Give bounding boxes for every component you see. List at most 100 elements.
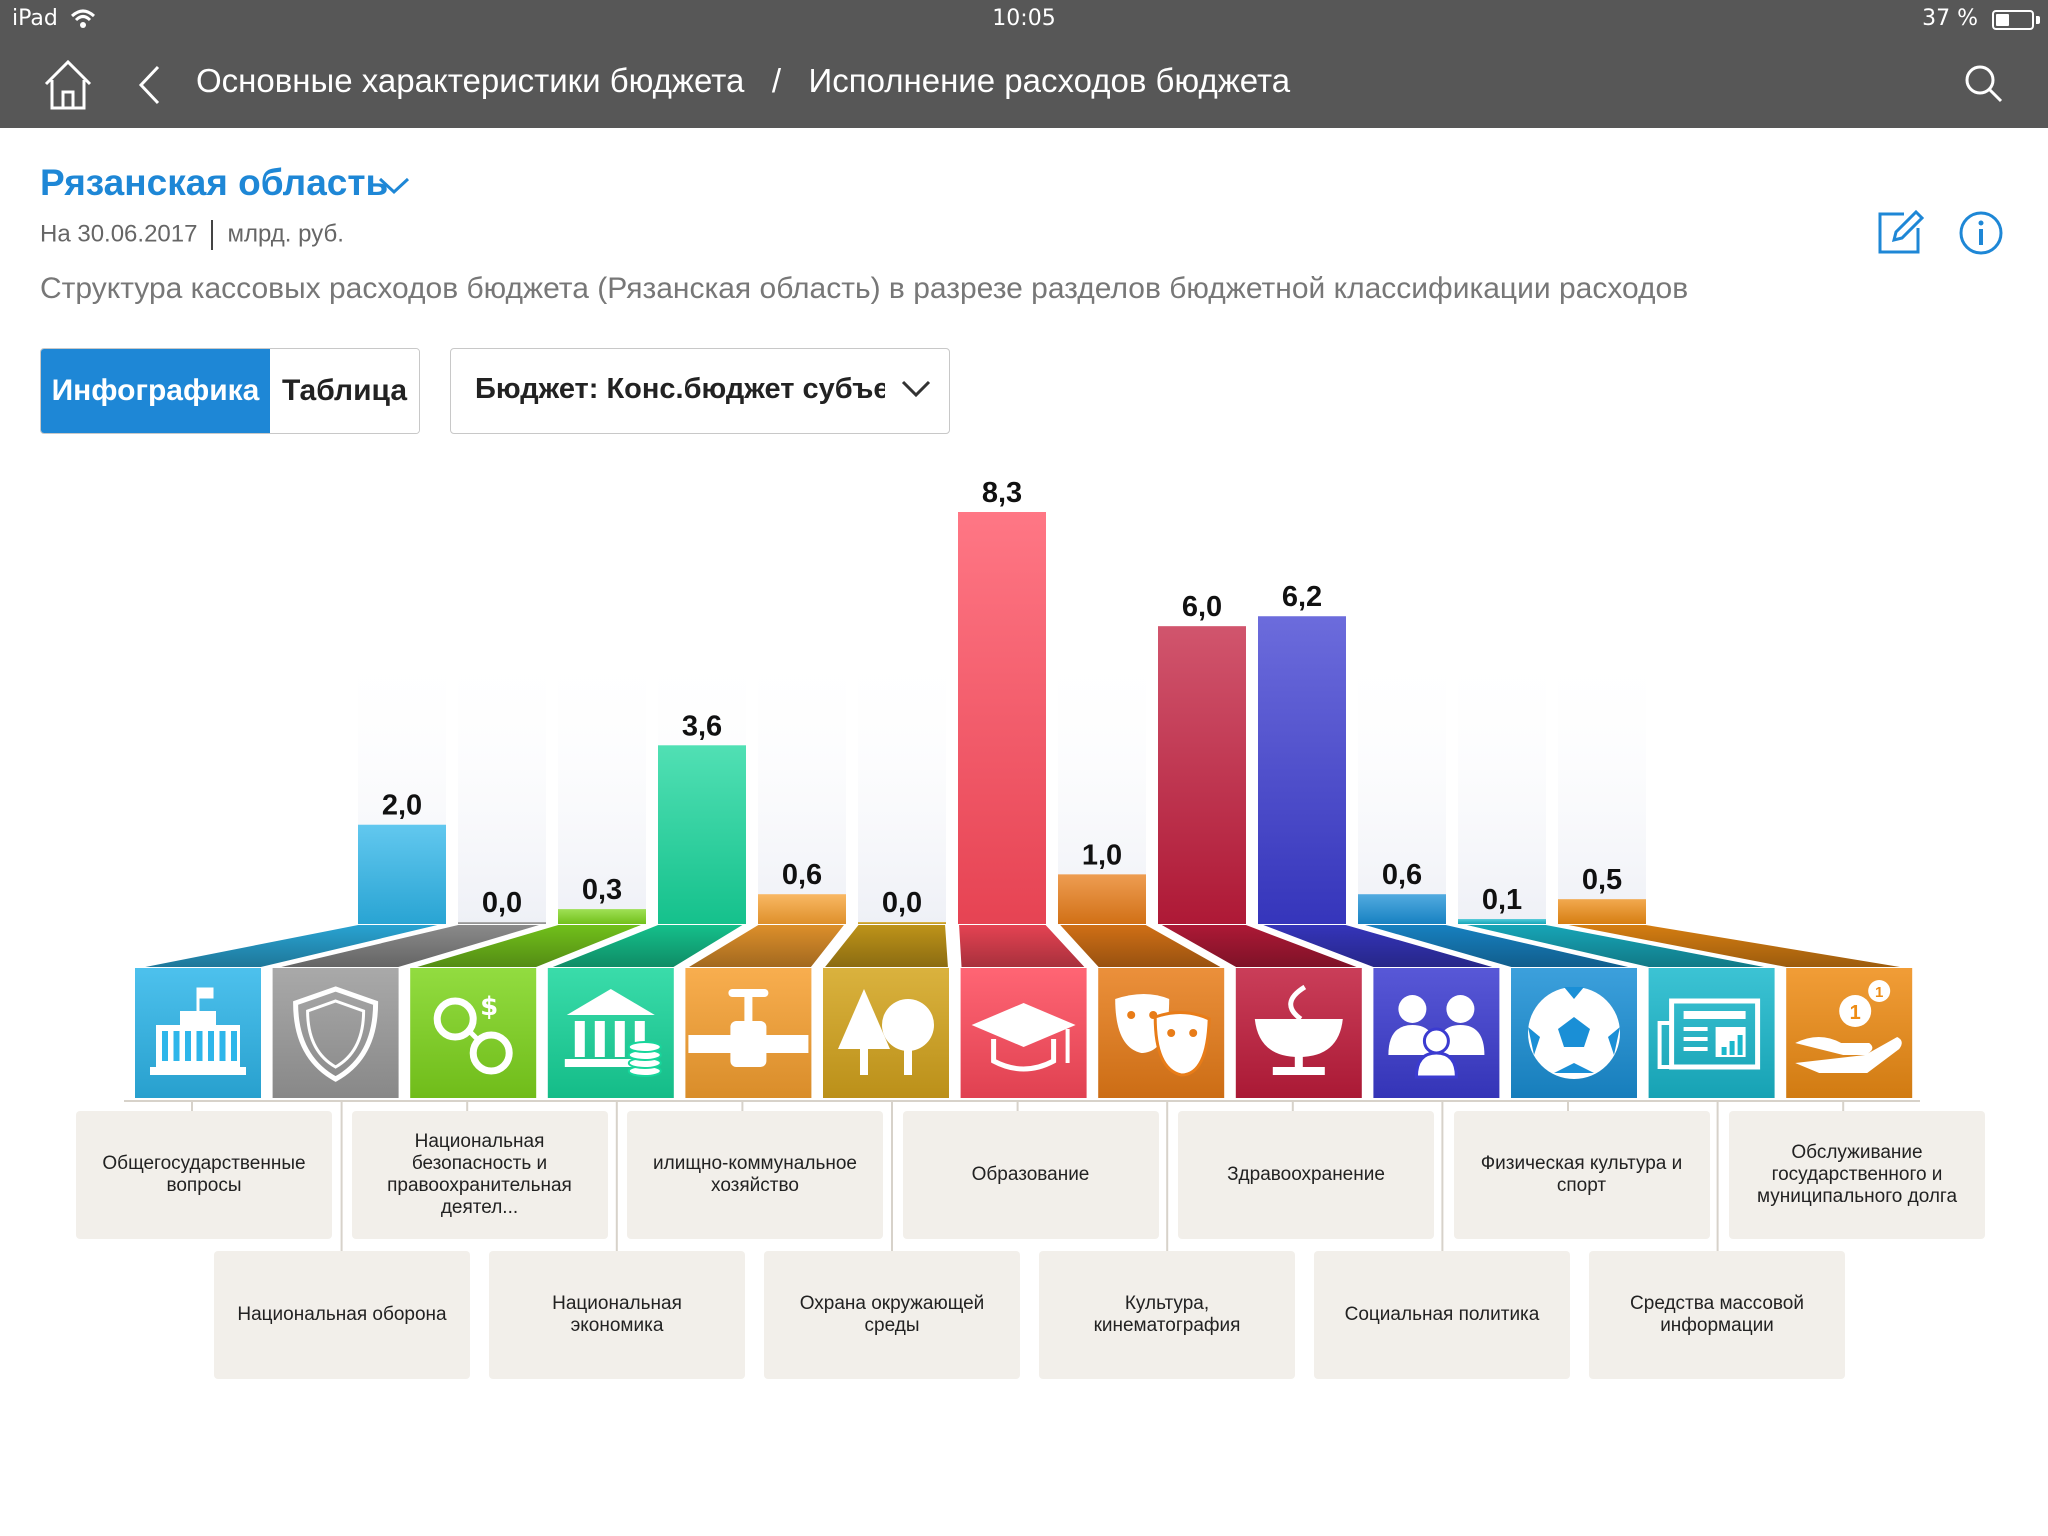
bar[interactable] — [1458, 919, 1546, 924]
bar[interactable] — [358, 824, 446, 924]
wifi-icon — [70, 9, 96, 28]
category-label[interactable]: Образование — [902, 1111, 1159, 1239]
category-label[interactable]: Охрана окружающей среды — [764, 1251, 1020, 1379]
category-tile[interactable]: 11 — [1786, 968, 1913, 1098]
category-label[interactable]: илищно-коммунальное хозяйство — [627, 1111, 883, 1239]
budget-select[interactable]: Бюджет: Конс.бюджет субъекта — [450, 348, 950, 434]
bar[interactable] — [858, 922, 946, 924]
budget-select-value: Бюджет: Конс.бюджет субъекта — [475, 373, 885, 405]
shield-icon — [293, 986, 379, 1082]
bar-value-label: 0,3 — [582, 874, 622, 906]
government-building-icon — [150, 987, 246, 1075]
pipe-valve-icon — [688, 989, 809, 1067]
home-icon[interactable] — [40, 56, 96, 112]
family-icon — [1388, 995, 1485, 1079]
category-tile[interactable] — [1648, 968, 1775, 1098]
breadcrumb-separator: / — [771, 62, 782, 99]
handcuffs-icon: $ — [433, 992, 513, 1075]
bar-value-label: 0,1 — [1482, 884, 1522, 916]
hand-coins-icon: 11 — [1795, 980, 1902, 1073]
category-tile[interactable] — [685, 968, 812, 1098]
bar-value-label: 0,0 — [482, 887, 522, 919]
bar-background — [1558, 640, 1646, 924]
graduation-cap-icon — [971, 1003, 1076, 1072]
bar-background — [458, 640, 546, 924]
bar-value-label: 1,0 — [1082, 839, 1122, 871]
bar-value-label: 0,6 — [1382, 859, 1422, 891]
bar[interactable] — [658, 745, 746, 924]
bar[interactable] — [1258, 616, 1346, 924]
meta-divider — [211, 220, 214, 250]
chevron-down-icon — [901, 380, 931, 398]
category-label[interactable]: Обслуживание государственного и муниципа… — [1729, 1111, 1985, 1239]
category-tile[interactable] — [960, 968, 1087, 1098]
category-tile-bg — [1786, 968, 1913, 1098]
category-label[interactable]: Физическая культура и спорт — [1453, 1111, 1710, 1239]
bar-value-label: 8,3 — [982, 477, 1022, 509]
category-label[interactable]: Национальная оборона — [214, 1251, 470, 1379]
bar[interactable] — [1358, 894, 1446, 924]
category-tile[interactable] — [1235, 968, 1362, 1098]
report-meta: На 30.06.2017 млрд. руб. — [40, 220, 344, 250]
bar[interactable] — [1158, 626, 1246, 924]
category-label[interactable]: Национальная экономика — [489, 1251, 745, 1379]
battery-tip — [2036, 16, 2040, 24]
bar-background — [1358, 640, 1446, 924]
info-icon[interactable] — [1958, 210, 2004, 256]
breadcrumb-parent[interactable]: Основные характеристики бюджета — [196, 62, 745, 99]
navigation-bar: Основные характеристики бюджета / Исполн… — [0, 40, 2048, 128]
chart-description: Структура кассовых расходов бюджета (Ряз… — [40, 272, 1689, 305]
bar[interactable] — [958, 512, 1046, 924]
bar[interactable] — [1058, 874, 1146, 924]
bar-value-label: 6,0 — [1182, 591, 1222, 623]
category-tile[interactable] — [1511, 968, 1637, 1098]
battery-percent: 37 % — [1922, 6, 1978, 31]
bar-background — [1458, 640, 1546, 924]
category-tile[interactable] — [135, 968, 261, 1098]
tab-infographic[interactable]: Инфографика — [41, 349, 270, 433]
status-time: 10:05 — [992, 6, 1056, 31]
category-tile[interactable] — [823, 968, 949, 1098]
tab-table[interactable]: Таблица — [270, 349, 419, 433]
expense-infographic: 2,0 0,0 0,3 3,6 0,6 0,0 8,3 1,0 6,0 6,2 0,6 0,1 0,5 $… — [124, 477, 1920, 1252]
search-icon[interactable] — [1964, 64, 2004, 104]
category-label[interactable]: Здравоохранение — [1178, 1111, 1434, 1239]
battery-icon — [1992, 10, 2034, 30]
category-tile[interactable] — [272, 968, 399, 1098]
soccer-ball-icon — [1528, 987, 1620, 1079]
bar-value-label: 6,2 — [1282, 581, 1322, 613]
view-toggle: Инфографика Таблица — [40, 348, 420, 434]
bar-background — [558, 640, 646, 924]
bar-value-label: 3,6 — [682, 710, 722, 742]
category-tile[interactable] — [547, 968, 674, 1098]
category-label[interactable]: Культура, кинематография — [1039, 1251, 1295, 1379]
category-tile[interactable] — [1373, 968, 1500, 1098]
category-label[interactable]: Общегосударственные вопросы — [76, 1111, 332, 1239]
medicine-bowl-icon — [1254, 984, 1343, 1075]
bar[interactable] — [458, 922, 546, 924]
device-name: iPad — [12, 6, 58, 31]
category-tile[interactable]: $ — [410, 968, 537, 1098]
bar[interactable] — [558, 909, 646, 924]
back-chevron-icon[interactable] — [136, 64, 164, 106]
breadcrumb: Основные характеристики бюджета / Исполн… — [196, 62, 1290, 100]
bars: 2,0 0,0 0,3 3,6 0,6 0,0 8,3 1,0 6,0 6,2 0,6 0,1 0,5 — [358, 477, 1646, 924]
bar[interactable] — [1558, 899, 1646, 924]
category-label[interactable]: Национальная безопасность и правоохранит… — [351, 1111, 608, 1239]
svg-text:1: 1 — [1875, 984, 1883, 1001]
trees-icon — [838, 989, 934, 1075]
edit-icon[interactable] — [1876, 208, 1924, 256]
category-tile-bg — [547, 968, 674, 1098]
bar-background — [758, 640, 846, 924]
report-units: млрд. руб. — [227, 220, 344, 248]
bar[interactable] — [758, 894, 846, 924]
category-tile[interactable] — [1098, 968, 1225, 1098]
chevron-down-icon[interactable] — [378, 176, 410, 196]
status-bar: iPad 10:05 37 % — [0, 0, 2048, 40]
bar-value-label: 0,6 — [782, 859, 822, 891]
legend-leaders — [124, 1100, 1920, 1252]
region-title[interactable]: Рязанская область — [40, 162, 389, 203]
category-label[interactable]: Средства массовой информации — [1589, 1251, 1845, 1379]
category-label[interactable]: Социальная политика — [1314, 1251, 1570, 1379]
bar-value-label: 2,0 — [382, 790, 422, 822]
